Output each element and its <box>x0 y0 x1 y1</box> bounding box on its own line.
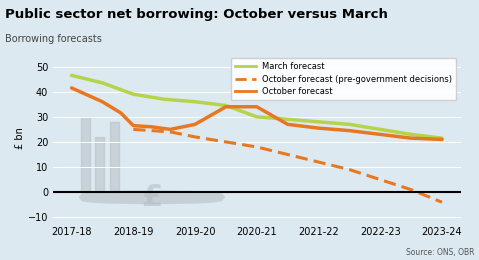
October forecast (pre-government decisions) <box>408 188 414 191</box>
October forecast (pre-government decisions) <box>316 160 321 164</box>
October forecast <box>149 125 155 128</box>
March forecast <box>439 136 445 140</box>
October forecast <box>254 105 260 108</box>
Bar <box>95 137 104 192</box>
Y-axis label: £ bn: £ bn <box>15 127 25 149</box>
Legend: March forecast, October forecast (pre-government decisions), October forecast: March forecast, October forecast (pre-go… <box>230 58 456 100</box>
October forecast <box>285 123 291 126</box>
March forecast <box>285 118 291 121</box>
March forecast <box>161 98 167 101</box>
March forecast <box>68 74 74 77</box>
October forecast <box>100 100 105 103</box>
October forecast <box>439 138 445 141</box>
Text: Public sector net borrowing: October versus March: Public sector net borrowing: October ver… <box>5 8 388 21</box>
October forecast (pre-government decisions) <box>130 128 136 131</box>
October forecast <box>377 133 383 136</box>
October forecast (pre-government decisions) <box>149 129 155 132</box>
October forecast <box>68 86 74 89</box>
October forecast <box>118 112 124 115</box>
October forecast (pre-government decisions) <box>223 140 229 144</box>
March forecast <box>192 100 198 103</box>
October forecast <box>346 129 352 132</box>
Line: October forecast (pre-government decisions): October forecast (pre-government decisio… <box>133 129 442 202</box>
March forecast <box>254 115 260 118</box>
October forecast <box>168 128 173 131</box>
Text: Borrowing forecasts: Borrowing forecasts <box>5 34 102 44</box>
March forecast <box>100 81 105 84</box>
March forecast <box>346 123 352 126</box>
October forecast (pre-government decisions) <box>192 135 198 139</box>
March forecast <box>316 120 321 124</box>
Text: Source: ONS, OBR: Source: ONS, OBR <box>406 248 474 257</box>
October forecast (pre-government decisions) <box>168 130 173 133</box>
October forecast (pre-government decisions) <box>439 201 445 204</box>
October forecast <box>192 123 198 126</box>
Bar <box>81 117 90 192</box>
Line: October forecast: October forecast <box>71 88 442 139</box>
Text: £: £ <box>141 183 162 212</box>
October forecast (pre-government decisions) <box>346 168 352 171</box>
October forecast <box>316 127 321 130</box>
October forecast <box>130 124 136 127</box>
Line: March forecast: March forecast <box>71 75 442 138</box>
March forecast <box>377 128 383 131</box>
October forecast (pre-government decisions) <box>377 178 383 181</box>
March forecast <box>408 133 414 136</box>
October forecast (pre-government decisions) <box>285 153 291 156</box>
March forecast <box>130 93 136 96</box>
October forecast <box>408 136 414 140</box>
October forecast <box>223 105 229 108</box>
October forecast (pre-government decisions) <box>254 145 260 148</box>
Bar <box>110 122 119 192</box>
March forecast <box>223 104 229 107</box>
